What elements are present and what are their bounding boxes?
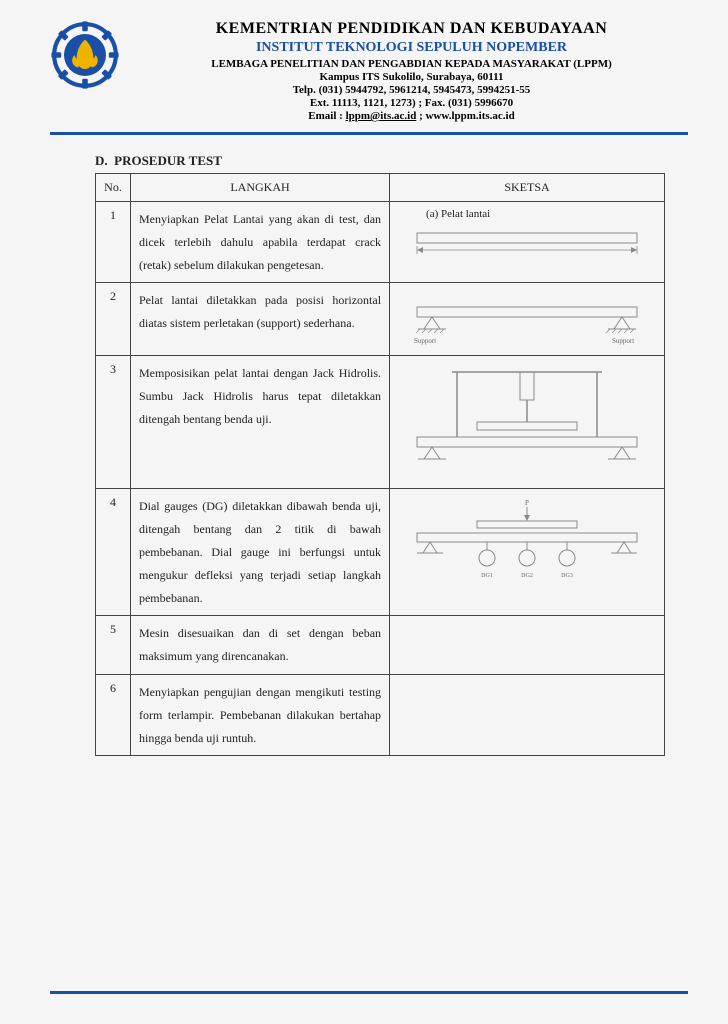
sketch-slab [407, 228, 647, 258]
sketch-jack [402, 362, 652, 482]
row-no: 1 [96, 202, 131, 283]
row-sketsa: P DG1 DG2 DG3 [390, 489, 665, 616]
footer-divider [50, 991, 688, 994]
row-no: 5 [96, 616, 131, 675]
row-langkah: Pelat lantai diletakkan pada posisi hori… [130, 283, 389, 356]
row-no: 2 [96, 283, 131, 356]
row-no: 6 [96, 674, 131, 755]
row-no: 4 [96, 489, 131, 616]
row-sketsa: Support Support [390, 283, 665, 356]
row-sketsa [390, 674, 665, 755]
ministry-name: KEMENTRIAN PENDIDIKAN DAN KEBUDAYAAN [135, 20, 688, 38]
table-row: 1 Menyiapkan Pelat Lantai yang akan di t… [96, 202, 665, 283]
header-sketsa: SKETSA [390, 174, 665, 202]
telephone: Telp. (031) 5944792, 5961214, 5945473, 5… [135, 84, 688, 96]
svg-text:P: P [525, 499, 529, 507]
row-sketsa [390, 616, 665, 675]
header-no: No. [96, 174, 131, 202]
svg-text:DG3: DG3 [561, 573, 573, 579]
row-langkah: Menyiapkan Pelat Lantai yang akan di tes… [130, 202, 389, 283]
procedure-table: No. LANGKAH SKETSA 1 Menyiapkan Pelat La… [95, 173, 665, 756]
institute-name: INSTITUT TEKNOLOGI SEPULUH NOPEMBER [135, 40, 688, 56]
section-title: D. PROSEDUR TEST [95, 153, 688, 169]
table-row: 3 Memposisikan pelat lantai dengan Jack … [96, 356, 665, 489]
row-no: 3 [96, 356, 131, 489]
row-sketsa: (a) Pelat lantai [390, 202, 665, 283]
row-langkah: Memposisikan pelat lantai dengan Jack Hi… [130, 356, 389, 489]
table-row: 4 Dial gauges (DG) diletakkan dibawah be… [96, 489, 665, 616]
row-sketsa [390, 356, 665, 489]
row-langkah: Mesin disesuaikan dan di set dengan beba… [130, 616, 389, 675]
table-header-row: No. LANGKAH SKETSA [96, 174, 665, 202]
header-text-block: KEMENTRIAN PENDIDIKAN DAN KEBUDAYAAN INS… [135, 20, 688, 122]
sketch-support: Support Support [402, 289, 652, 349]
header-divider [50, 132, 688, 135]
svg-text:DG2: DG2 [521, 573, 533, 579]
table-row: 5 Mesin disesuaikan dan di set dengan be… [96, 616, 665, 675]
row-langkah: Menyiapkan pengujian dengan mengikuti te… [130, 674, 389, 755]
its-logo [50, 20, 120, 90]
svg-text:DG1: DG1 [481, 573, 493, 579]
table-row: 2 Pelat lantai diletakkan pada posisi ho… [96, 283, 665, 356]
row-langkah: Dial gauges (DG) diletakkan dibawah bend… [130, 489, 389, 616]
ext-fax: Ext. 11113, 1121, 1273) ; Fax. (031) 599… [135, 97, 688, 109]
header-langkah: LANGKAH [130, 174, 389, 202]
sketch-caption: (a) Pelat lantai [426, 208, 658, 220]
sketch-dial-gauges: P DG1 DG2 DG3 [402, 495, 652, 590]
address: Kampus ITS Sukolilo, Surabaya, 60111 [135, 71, 688, 83]
email-web: Email : lppm@its.ac.id ; www.lppm.its.ac… [135, 110, 688, 122]
letterhead: KEMENTRIAN PENDIDIKAN DAN KEBUDAYAAN INS… [50, 20, 688, 122]
table-row: 6 Menyiapkan pengujian dengan mengikuti … [96, 674, 665, 755]
support-label-right: Support [612, 337, 634, 345]
support-label-left: Support [414, 337, 436, 345]
lppm-name: LEMBAGA PENELITIAN DAN PENGABDIAN KEPADA… [135, 58, 688, 70]
